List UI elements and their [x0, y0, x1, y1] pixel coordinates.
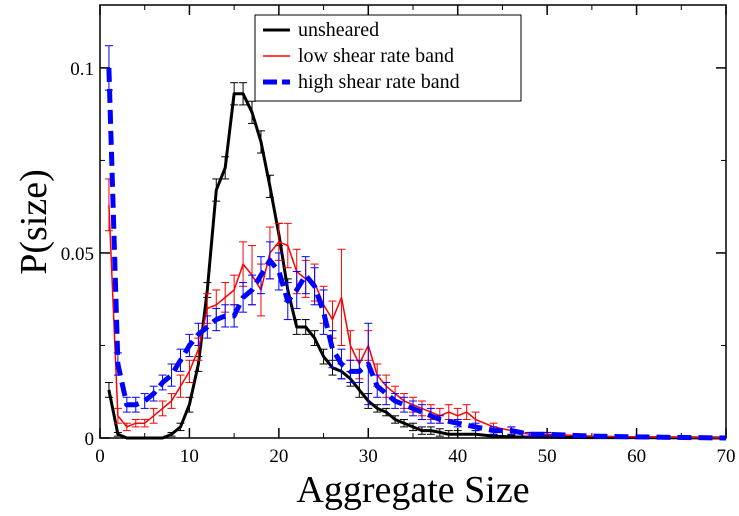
series-line [107, 92, 727, 440]
series-line [106, 67, 727, 441]
y-tick-labels: 0 0.05 0.1 [61, 59, 94, 450]
series-low-shear-rate-band [104, 178, 727, 439]
y-tick-label: 0.05 [61, 244, 94, 265]
y-tick-label: 0.1 [70, 59, 94, 80]
x-tick-label: 0 [95, 446, 105, 467]
legend-label: unsheared [298, 19, 379, 41]
x-tick-label: 70 [717, 446, 736, 467]
x-tick-label: 20 [269, 446, 288, 467]
y-axis-label: P(size) [13, 169, 55, 275]
series-unsheared [104, 82, 727, 440]
x-tick-label: 40 [448, 446, 467, 467]
x-tick-labels: 0 10 20 30 40 50 60 70 [95, 446, 735, 467]
y-tick-label: 0 [85, 429, 95, 450]
legend-label: low shear rate band [298, 45, 454, 67]
series-high-shear-rate-band [104, 45, 727, 441]
x-tick-label: 60 [627, 446, 646, 467]
series-line [108, 204, 727, 439]
x-tick-label: 30 [359, 446, 378, 467]
legend-box [254, 14, 522, 102]
legend: unsheared low shear rate band high shear r… [254, 14, 522, 102]
legend-label: high shear rate band [298, 71, 460, 93]
x-tick-label: 50 [538, 446, 557, 467]
series-layer [104, 45, 727, 441]
x-axis-label: Aggregate Size [296, 469, 529, 511]
x-tick-label: 10 [180, 446, 199, 467]
